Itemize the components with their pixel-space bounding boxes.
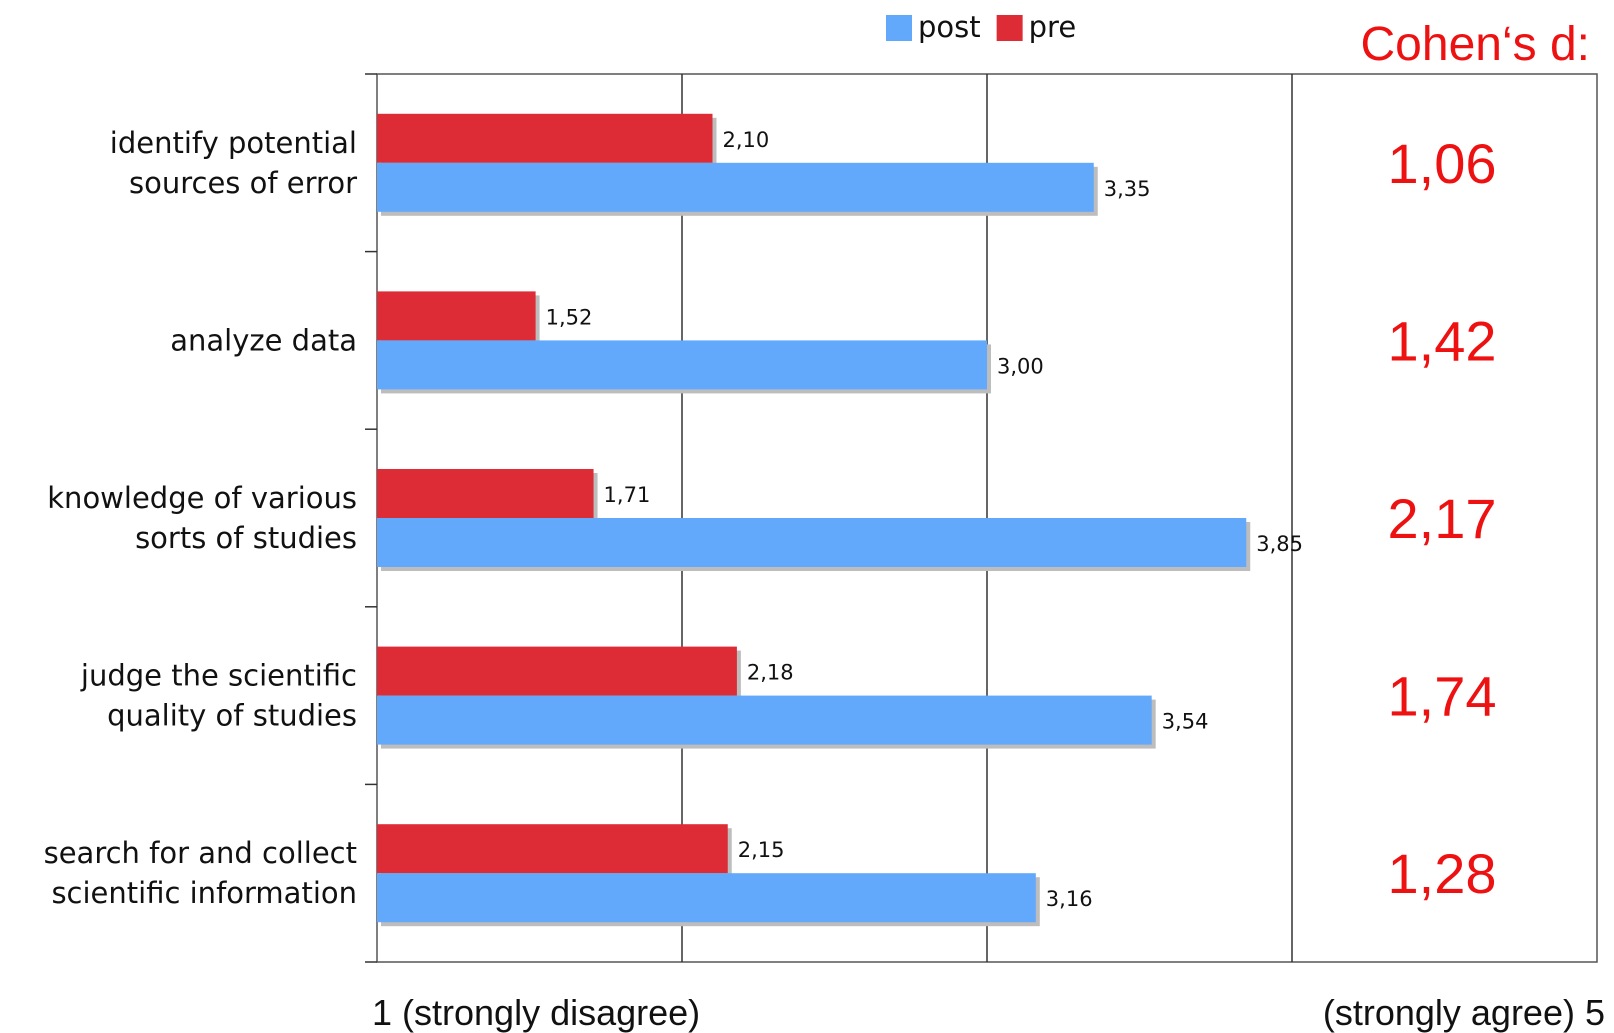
category-label: sources of error [129, 166, 357, 200]
x-axis-min-label: 1 (strongly disagree) [372, 992, 700, 1033]
bar-pre [377, 646, 737, 696]
bar-pre [377, 113, 713, 163]
data-label: 3,35 [1104, 177, 1151, 201]
legend-label: post [918, 10, 981, 44]
data-label: 3,16 [1046, 887, 1093, 911]
data-label: 3,54 [1162, 710, 1209, 734]
legend-label: pre [1029, 10, 1077, 44]
category-label: quality of studies [107, 699, 357, 733]
data-label: 2,10 [723, 128, 770, 152]
bar-pre [377, 291, 536, 341]
cohens-d-value: 2,17 [1388, 487, 1497, 550]
cohens-d-value: 1,42 [1388, 309, 1497, 372]
x-axis-max-label: (strongly agree) 5 [1323, 992, 1605, 1033]
cohens-d-value: 1,74 [1388, 665, 1497, 728]
cohens-d-value: 1,06 [1388, 132, 1497, 195]
data-label: 2,18 [747, 661, 794, 685]
bar-pre [377, 824, 728, 874]
legend-swatch [996, 15, 1023, 41]
cohens-d-value: 1,28 [1388, 842, 1497, 905]
category-label: scientific information [51, 876, 357, 910]
bar-post [377, 873, 1036, 923]
category-label: identify potential [110, 126, 357, 160]
data-label: 1,52 [546, 305, 593, 329]
data-label: 3,00 [997, 354, 1044, 378]
bar-post [377, 162, 1094, 212]
bar-post [377, 695, 1152, 745]
category-label: knowledge of various [47, 481, 357, 515]
category-label: search for and collect [44, 836, 357, 870]
category-label: judge the scientific [80, 659, 357, 693]
bar-post [377, 518, 1247, 567]
category-label: sorts of studies [135, 521, 357, 555]
data-label: 2,15 [738, 838, 785, 862]
data-label: 3,85 [1256, 532, 1303, 556]
plot-area: identify potential sources of error 2,10 3,… [44, 73, 1598, 963]
data-label: 1,71 [604, 483, 651, 507]
category-label: analyze data [170, 323, 357, 357]
legend: post pre [886, 10, 1076, 44]
legend-swatch [886, 15, 912, 41]
bar-pre [377, 469, 594, 518]
cohens-d-title: Cohen‘s d: [1361, 18, 1590, 71]
bar-post [377, 340, 987, 390]
